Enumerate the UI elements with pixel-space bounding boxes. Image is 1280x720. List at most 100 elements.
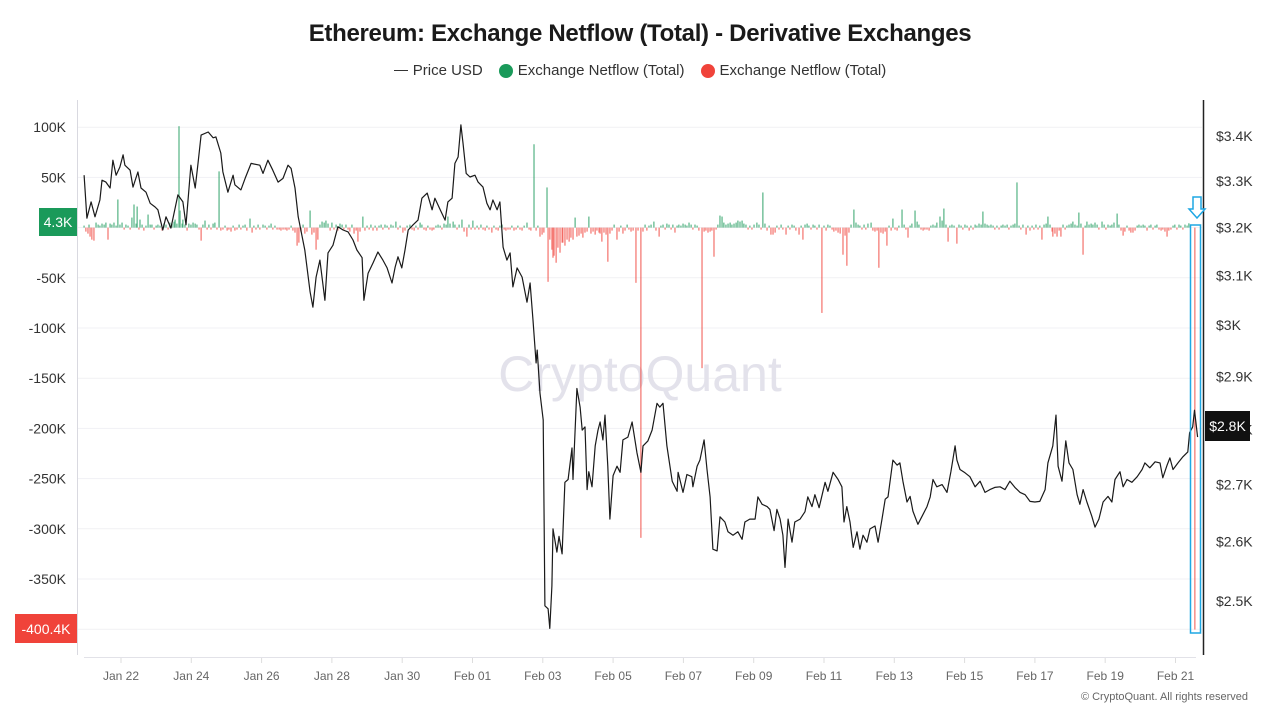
- netflow-bar-positive: [468, 224, 470, 228]
- netflow-bar-positive: [867, 223, 869, 228]
- netflow-bar-positive: [678, 224, 680, 228]
- netflow-bar-negative: [905, 227, 907, 230]
- netflow-bar-negative: [1098, 227, 1100, 230]
- legend-item-price[interactable]: Price USD: [393, 62, 483, 79]
- netflow-bar-positive: [1012, 224, 1014, 228]
- netflow-bar-positive: [1092, 224, 1094, 228]
- netflow-bar-positive: [406, 225, 408, 228]
- netflow-bar-negative: [357, 227, 359, 242]
- netflow-bar-negative: [226, 227, 228, 231]
- netflow-bar-positive: [990, 224, 992, 228]
- netflow-bar-positive: [302, 224, 304, 228]
- netflow-bar-negative: [876, 227, 878, 231]
- netflow-bar-positive: [914, 210, 916, 228]
- netflow-bar-negative: [292, 227, 294, 231]
- netflow-bar-positive: [892, 218, 894, 228]
- x-axis-tick-label: Feb 01: [454, 669, 492, 683]
- netflow-bar-positive: [668, 224, 670, 228]
- netflow-bar-negative: [1025, 227, 1027, 235]
- watermark: CryptoQuant: [498, 346, 782, 402]
- netflow-bar-negative: [886, 227, 888, 246]
- netflow-bar-negative: [1146, 227, 1148, 231]
- netflow-bar-positive: [447, 216, 449, 228]
- netflow-bar-negative: [284, 227, 286, 230]
- netflow-bar-positive: [958, 224, 960, 228]
- netflow-bar-positive: [224, 225, 226, 228]
- price-usd-line: [83, 124, 1199, 630]
- netflow-bar-positive: [472, 220, 474, 228]
- netflow-bar-positive: [694, 224, 696, 228]
- netflow-bar-positive: [204, 220, 206, 228]
- netflow-bar-positive: [208, 224, 210, 228]
- legend-label: Exchange Netflow (Total): [719, 62, 887, 79]
- netflow-bar-positive: [690, 224, 692, 228]
- netflow-bar-positive: [119, 224, 121, 228]
- netflow-bar-negative: [294, 227, 296, 233]
- netflow-bar-negative: [503, 227, 505, 230]
- netflow-bar-positive: [588, 216, 590, 228]
- netflow-bar-positive: [131, 217, 133, 228]
- netflow-bar-positive: [943, 208, 945, 228]
- netflow-bar-negative: [186, 227, 188, 231]
- netflow-bar-positive: [743, 223, 745, 228]
- netflow-bar-positive: [934, 225, 936, 228]
- netflow-bar-negative: [304, 227, 306, 234]
- netflow-bar-positive: [988, 225, 990, 228]
- netflow-bar-positive: [380, 224, 382, 228]
- netflow-bar-positive: [984, 223, 986, 228]
- netflow-bar-positive: [827, 224, 829, 228]
- highlight-annotation: [1187, 196, 1207, 634]
- netflow-bar-negative: [701, 227, 703, 369]
- netflow-bar-negative: [664, 227, 666, 230]
- netflow-bar-positive: [850, 224, 852, 228]
- netflow-bar-positive: [174, 219, 176, 228]
- netflow-bar-positive: [1178, 224, 1180, 228]
- netflow-bar-negative: [760, 227, 762, 230]
- netflow-positive-bars: [83, 126, 1190, 228]
- netflow-bar-positive: [1184, 224, 1186, 228]
- netflow-negative-badge: -400.4K: [15, 614, 77, 643]
- netflow-bar-positive: [415, 225, 417, 228]
- netflow-bar-positive: [370, 224, 372, 228]
- netflow-bar-positive: [823, 225, 825, 228]
- netflow-bar-positive: [141, 224, 143, 228]
- netflow-bar-positive: [951, 224, 953, 228]
- netflow-bar-negative: [549, 227, 551, 240]
- netflow-bar-positive: [1150, 224, 1152, 228]
- netflow-bar-negative: [557, 227, 559, 248]
- netflow-bar-positive: [1066, 225, 1068, 228]
- netflow-bar-positive: [976, 225, 978, 228]
- left-axis-tick-label: -150K: [29, 370, 67, 386]
- netflow-bar-positive: [386, 225, 388, 228]
- netflow-bar-positive: [190, 224, 192, 228]
- legend-item-netflow-positive[interactable]: Exchange Netflow (Total): [498, 62, 685, 79]
- netflow-bar-positive: [345, 224, 347, 228]
- netflow-bar-positive: [268, 225, 270, 228]
- netflow-bar-negative: [555, 227, 557, 263]
- netflow-bar-positive: [454, 224, 456, 228]
- netflow-bar-negative: [311, 227, 313, 235]
- netflow-bar-positive: [176, 223, 178, 228]
- netflow-bar-negative: [816, 227, 818, 230]
- netflow-bar-negative: [1134, 227, 1136, 231]
- netflow-bar-negative: [272, 227, 274, 230]
- netflow-bar-positive: [613, 224, 615, 228]
- netflow-bar-positive: [791, 224, 793, 228]
- netflow-bar-positive: [249, 218, 251, 228]
- netflow-bar-positive: [309, 210, 311, 228]
- netflow-bar-negative: [85, 227, 87, 232]
- netflow-bar-negative: [89, 227, 91, 237]
- netflow-bar-negative: [230, 227, 232, 232]
- netflow-bar-negative: [605, 227, 607, 235]
- netflow-bar-negative: [947, 227, 949, 242]
- netflow-bar-positive: [179, 210, 181, 228]
- netflow-bar-negative: [603, 227, 605, 233]
- netflow-bar-positive: [374, 225, 376, 228]
- netflow-bar-negative: [478, 227, 480, 230]
- netflow-bar-positive: [800, 225, 802, 228]
- legend-item-netflow-negative[interactable]: Exchange Netflow (Total): [700, 62, 887, 79]
- chart-title: Ethereum: Exchange Netflow (Total) - Der…: [308, 20, 972, 47]
- netflow-bar-positive: [99, 225, 101, 228]
- netflow-bar-negative: [1052, 227, 1054, 237]
